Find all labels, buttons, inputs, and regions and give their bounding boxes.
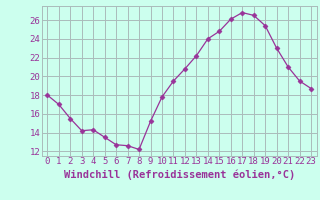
X-axis label: Windchill (Refroidissement éolien,°C): Windchill (Refroidissement éolien,°C) (64, 169, 295, 180)
